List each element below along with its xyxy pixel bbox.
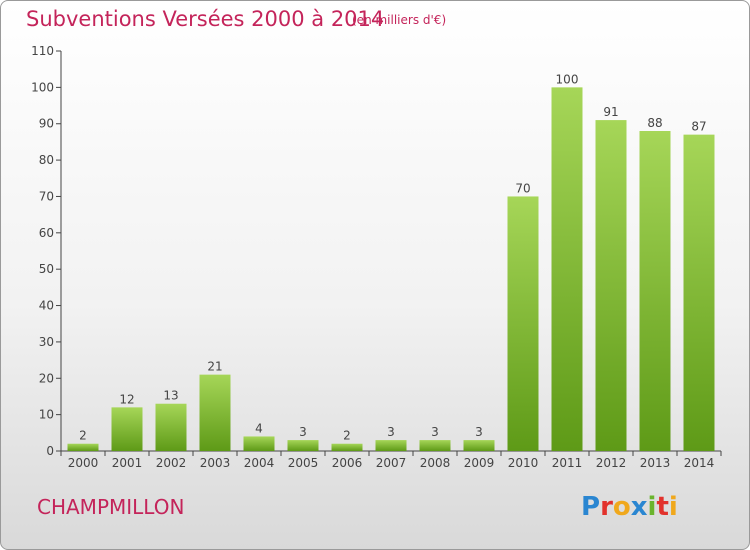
bar [155, 403, 187, 451]
x-tick-label: 2003 [200, 456, 231, 470]
y-tick-label: 40 [39, 299, 54, 313]
y-tick-label: 60 [39, 226, 54, 240]
y-tick-label: 70 [39, 189, 54, 203]
bars: 2 12 13 21 4 3 2 3 3 3 70 100 91 88 87 [67, 72, 715, 452]
axes: 0 10 20 30 40 50 60 70 80 90 100 110 2000 2001 2002 200… [31, 44, 722, 470]
y-tick-label: 0 [46, 444, 54, 458]
y-tick-label: 100 [31, 80, 54, 94]
x-tick-label: 2005 [288, 456, 319, 470]
data-label: 87 [691, 120, 706, 134]
bar [463, 440, 495, 451]
data-label: 70 [515, 181, 530, 195]
chart-subtitle: (en milliers d'€) [352, 13, 447, 27]
svg-text:Proxiti: Proxiti [581, 492, 678, 522]
y-tick-label: 30 [39, 335, 54, 349]
bar [287, 440, 319, 451]
x-tick-label: 2011 [552, 456, 583, 470]
data-label: 2 [343, 429, 351, 443]
x-tick-label: 2010 [508, 456, 539, 470]
data-label: 3 [475, 425, 483, 439]
data-label: 12 [119, 392, 134, 406]
y-tick-label: 110 [31, 44, 54, 58]
bar [419, 440, 451, 451]
data-label: 3 [431, 425, 439, 439]
x-tick-label: 2002 [156, 456, 187, 470]
y-tick-label: 90 [39, 117, 54, 131]
data-label: 2 [79, 429, 87, 443]
x-tick-label: 2007 [376, 456, 407, 470]
bar [199, 374, 231, 451]
bar [331, 443, 363, 451]
y-tick-label: 10 [39, 408, 54, 422]
y-tick-label: 20 [39, 371, 54, 385]
x-tick-label: 2012 [596, 456, 627, 470]
x-tick-label: 2008 [420, 456, 451, 470]
bar [67, 443, 99, 451]
bar [375, 440, 407, 451]
bar [551, 87, 583, 451]
bar [507, 196, 539, 451]
bar [595, 120, 627, 451]
bar [243, 436, 275, 451]
data-label: 3 [387, 425, 395, 439]
data-label: 91 [603, 105, 618, 119]
x-tick-label: 2013 [640, 456, 671, 470]
x-tick-label: 2006 [332, 456, 363, 470]
bar [683, 134, 715, 452]
proxiti-logo: Proxiti [581, 492, 678, 522]
y-tick-label: 80 [39, 153, 54, 167]
y-tick-label: 50 [39, 262, 54, 276]
data-label: 100 [556, 72, 579, 86]
data-label: 13 [163, 389, 178, 403]
data-label: 21 [207, 360, 222, 374]
data-label: 88 [647, 116, 662, 130]
x-tick-label: 2001 [112, 456, 143, 470]
chart-title: Subventions Versées 2000 à 2014 [26, 7, 385, 31]
x-tick-label: 2004 [244, 456, 275, 470]
commune-name: CHAMPMILLON [37, 495, 185, 519]
x-tick-label: 2014 [684, 456, 715, 470]
x-tick-label: 2000 [68, 456, 99, 470]
bar [639, 131, 671, 451]
data-label: 4 [255, 421, 263, 435]
bar [111, 407, 143, 451]
data-label: 3 [299, 425, 307, 439]
x-tick-label: 2009 [464, 456, 495, 470]
